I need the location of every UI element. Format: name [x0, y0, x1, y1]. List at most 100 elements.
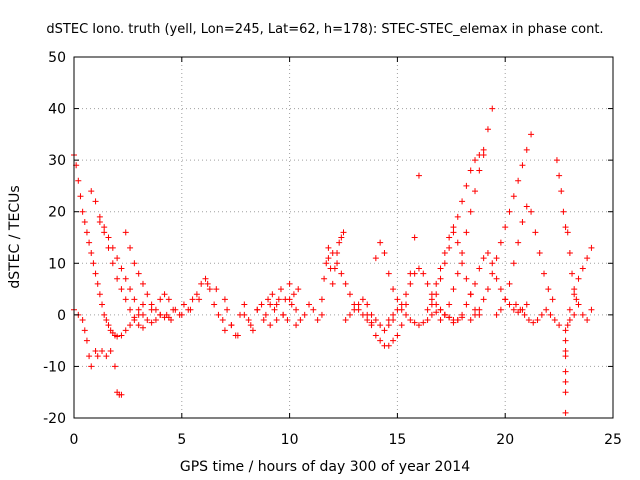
data-point — [523, 301, 530, 308]
data-point — [493, 255, 500, 262]
data-point — [111, 363, 118, 370]
data-point — [497, 286, 504, 293]
data-point — [446, 234, 453, 241]
data-series — [512, 301, 563, 329]
data-point — [336, 239, 343, 246]
data-point — [528, 208, 535, 215]
data-point — [562, 327, 569, 334]
data-point — [282, 296, 289, 303]
data-point — [105, 234, 112, 241]
x-tick-label: 10 — [281, 432, 299, 448]
data-point — [346, 291, 353, 298]
data-point — [564, 322, 571, 329]
data-point — [407, 280, 414, 287]
data-point — [234, 332, 241, 339]
data-point — [293, 322, 300, 329]
data-point — [99, 301, 106, 308]
data-point — [502, 224, 509, 231]
data-point — [284, 317, 291, 324]
data-point — [342, 317, 349, 324]
data-point — [459, 260, 466, 267]
data-point — [338, 234, 345, 241]
data-point — [131, 260, 138, 267]
data-point — [415, 265, 422, 272]
data-point — [480, 296, 487, 303]
data-point — [534, 317, 541, 324]
data-point — [390, 337, 397, 344]
data-point — [562, 409, 569, 416]
data-point — [340, 229, 347, 236]
data-point — [334, 260, 341, 267]
data-point — [325, 244, 332, 251]
data-point — [381, 327, 388, 334]
data-point — [560, 208, 567, 215]
data-series — [562, 327, 569, 416]
data-point — [510, 260, 517, 267]
data-point — [92, 347, 99, 354]
data-point — [318, 311, 325, 318]
data-series — [437, 105, 496, 324]
data-point — [254, 306, 261, 313]
data-point — [420, 270, 427, 277]
data-point — [92, 198, 99, 205]
data-point — [372, 317, 379, 324]
data-point — [148, 301, 155, 308]
data-point — [493, 311, 500, 318]
plot-frame — [73, 56, 614, 419]
data-point — [118, 391, 125, 398]
data-point — [497, 306, 504, 313]
data-point — [493, 275, 500, 282]
data-point — [446, 314, 453, 321]
data-point — [562, 353, 569, 360]
data-point — [86, 353, 93, 360]
y-tick-label: -10 — [43, 359, 66, 375]
data-point — [510, 306, 517, 313]
data-point — [101, 224, 108, 231]
data-point — [92, 270, 99, 277]
data-point — [101, 229, 108, 236]
data-point — [556, 172, 563, 179]
data-point — [157, 311, 164, 318]
data-point — [566, 306, 573, 313]
data-point — [562, 368, 569, 375]
data-point — [428, 301, 435, 308]
data-point — [433, 280, 440, 287]
data-point — [269, 291, 276, 298]
data-point — [446, 244, 453, 251]
data-point — [536, 249, 543, 256]
data-series — [163, 275, 325, 339]
data-point — [127, 244, 134, 251]
data-series — [122, 229, 172, 321]
data-series — [564, 244, 595, 329]
data-point — [566, 317, 573, 324]
data-point — [241, 311, 248, 318]
data-point — [144, 317, 151, 324]
data-point — [103, 317, 110, 324]
data-point — [168, 317, 175, 324]
data-point — [94, 353, 101, 360]
data-point — [411, 270, 418, 277]
data-point — [221, 296, 228, 303]
data-point — [148, 306, 155, 313]
data-point — [245, 317, 252, 324]
data-point — [206, 286, 213, 293]
data-point — [88, 363, 95, 370]
data-point — [286, 280, 293, 287]
data-point — [321, 275, 328, 282]
data-point — [127, 286, 134, 293]
data-point — [152, 317, 159, 324]
data-point — [394, 296, 401, 303]
data-point — [364, 317, 371, 324]
data-point — [564, 229, 571, 236]
data-point — [411, 319, 418, 326]
data-point — [338, 270, 345, 277]
data-point — [86, 239, 93, 246]
data-point — [450, 319, 457, 326]
data-point — [135, 306, 142, 313]
data-series — [342, 296, 397, 334]
data-point — [165, 296, 172, 303]
data-point — [297, 317, 304, 324]
data-point — [489, 105, 496, 112]
data-point — [467, 208, 474, 215]
